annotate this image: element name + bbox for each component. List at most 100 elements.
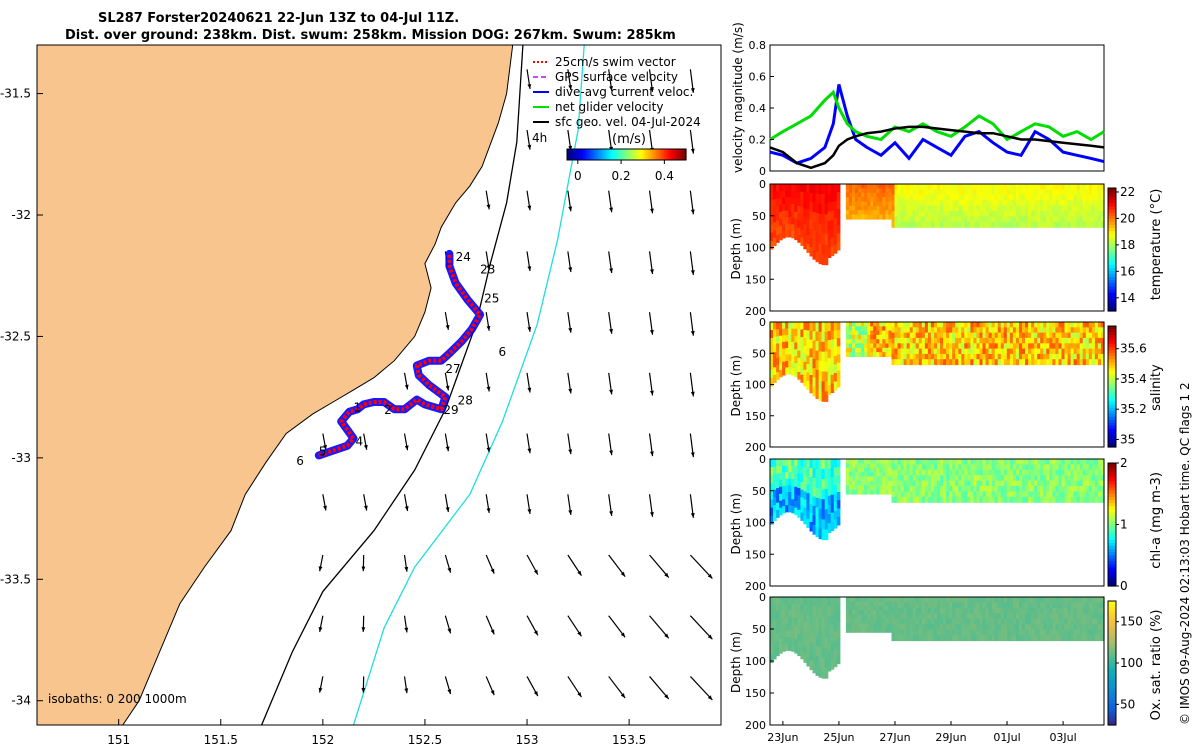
heatmap-cell [770,459,774,468]
heatmap-cell [1067,469,1072,476]
colorbar-cell [1108,234,1116,238]
heatmap-cell [940,221,944,228]
heatmap-cell [1101,327,1105,334]
heatmap-cell [885,619,889,624]
heatmap-cell [1019,486,1023,492]
heatmap-cell [1085,211,1090,217]
heatmap-cell [797,611,801,620]
heatmap-cell [1049,211,1053,217]
heatmap-cell [912,327,917,334]
heatmap-cell [1043,327,1047,334]
heatmap-cell [782,610,786,618]
heatmap-cell [937,624,941,631]
heatmap-cell [967,200,971,207]
heatmap-cell [909,359,914,366]
heatmap-cell [967,184,971,190]
heatmap-cell [885,197,889,203]
heatmap-cell [1003,602,1008,609]
heatmap-cell [830,339,835,349]
map-colorbar-cell [662,149,665,160]
heatmap-cell [824,489,829,500]
heatmap-cell [806,192,810,202]
heatmap-cell [1097,480,1102,487]
heatmap-cell [809,521,814,532]
heatmap-cell [924,475,929,482]
heatmap-cell [1028,607,1032,614]
heatmap-cell [1015,221,1020,228]
heatmap-cell [1015,491,1020,498]
heatmap-cell [800,344,804,353]
heatmap-cell [1082,459,1087,465]
heatmap-cell [897,184,902,190]
heatmap-cell [885,192,889,198]
heatmap-cell [1073,597,1078,603]
heatmap-cell [961,486,965,492]
heatmap-cell [979,624,984,631]
heatmap-cell [1058,332,1063,339]
heatmap-cell [973,464,977,471]
heatmap-cell [970,184,974,190]
heatmap-cell [870,610,874,616]
heatmap-cell [1000,184,1005,190]
map-colorbar-cell [616,149,620,160]
heatmap-cell [1085,205,1090,212]
track-day-label: 24 [456,250,471,264]
heatmap-cell [1094,343,1099,350]
heatmap-cell [1064,189,1069,196]
geo-velocity-arrowhead [609,268,613,274]
heatmap-cell [946,475,950,482]
heatmap-cell [1058,200,1063,207]
heatmap-cell [1043,464,1047,471]
heatmap-cell [937,459,941,465]
heatmap-cell [773,329,777,338]
velocity-y-tick-label: 0.2 [749,134,767,147]
heatmap-cell [797,473,801,482]
heatmap-cell [1040,613,1044,620]
heatmap-cell [821,479,826,490]
heatmap-cell [855,489,859,495]
heatmap-cell [818,331,823,343]
geo-velocity-arrowhead [447,567,452,573]
heatmap-cell [873,352,877,357]
heatmap-cell [1034,205,1038,212]
heatmap-cell [812,202,817,213]
heatmap-cell [1091,618,1096,625]
heatmap-cell [937,327,941,334]
heatmap-cell [964,216,968,223]
heatmap-cell [1097,486,1102,492]
heatmap-cell [858,339,862,345]
heatmap-cell [809,246,814,257]
heatmap-cell [1015,624,1020,631]
colorbar-cell [1108,509,1116,513]
heatmap-cell [864,201,868,207]
heatmap-cell [988,216,993,223]
heatmap-cell [1070,475,1075,482]
heatmap-cell [994,216,999,223]
heatmap-cell [1025,496,1029,503]
heatmap-cell [1006,624,1011,631]
heatmap-cell [873,210,877,216]
heatmap-cell [964,597,968,603]
heatmap-cell [909,486,914,492]
heatmap-cell [918,597,923,603]
heatmap-cell [1046,496,1050,503]
heatmap-cell [791,190,795,198]
heatmap-cell [988,491,993,498]
heatmap-cell [897,480,902,487]
heatmap-cell [818,390,823,401]
heatmap-cell [1052,618,1056,625]
heatmap-cell [903,486,908,492]
heatmap-cell [867,489,871,495]
heatmap-cell [934,464,938,471]
heatmap-cell [870,463,874,469]
heatmap-cell [848,489,853,495]
heatmap-cell [1082,184,1087,190]
colorbar-cell [1108,347,1116,351]
colorbar-cell [1108,401,1116,406]
heatmap-cell [973,343,977,350]
geo-velocity-arrowhead [445,385,450,391]
colorbar-cell [1108,521,1116,526]
heatmap-cell [861,330,865,336]
heatmap-cell [964,475,968,482]
heatmap-cell [909,221,914,228]
